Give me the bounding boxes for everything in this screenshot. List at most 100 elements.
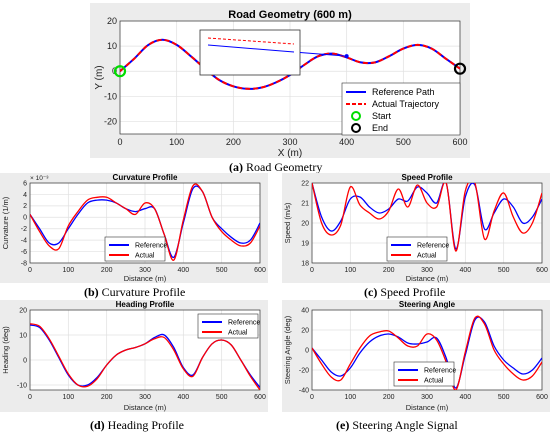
y-axis-label: Y (m) [94,65,105,89]
y-tick-label: 20 [301,327,309,334]
x-tick-label: 200 [383,394,395,401]
x-tick-label: 300 [139,394,151,401]
x-tick-label: 100 [62,394,74,401]
y-tick-label: 6 [23,180,27,187]
series-line-actual [30,183,260,261]
x-tick-label: 500 [216,394,228,401]
legend-label: Reference [424,367,456,374]
legend: Reference Actual [197,313,260,339]
marker-start [113,65,127,78]
legend: Reference Actual [386,236,449,262]
y-tick-label: 0 [23,215,27,222]
x-axis-label: Distance (m) [406,274,449,283]
y-tick-label: 20 [301,220,309,227]
y-tick-label: 22 [301,180,309,187]
caption-speed: (c) Speed Profile [364,285,446,299]
legend-box [393,361,455,387]
y-tick-label: 21 [301,200,309,207]
legend-label: Actual [135,252,155,259]
axes-frame [311,182,543,264]
y-tick-label: 0 [305,347,309,354]
chart-title: Road Geometry (600 m) [228,9,352,21]
x-tick-label: 0 [28,267,32,274]
legend-label: Reference [417,242,449,249]
steering-panel: 0 100 200 300 400 500 600 -40 -20 0 20 40 Steering A… [282,300,550,412]
legend-marker [351,111,361,121]
x-tick-label: 300 [421,267,433,274]
y-tick-label: 10 [107,41,117,51]
steering-chart: 0 100 200 300 400 500 600 -40 -20 0 20 40 Steering A… [282,300,550,412]
x-tick-label: 400 [177,394,189,401]
y-tick-label: -20 [299,367,309,374]
chart-title: Speed Profile [401,173,453,182]
x-axis-label: X (m) [278,148,302,158]
x-tick-label: 600 [452,137,467,147]
speed-panel: 0 100 200 300 400 500 600 18 19 20 21 22 Speed Profi… [282,173,550,283]
x-tick-label: 400 [339,137,354,147]
y-tick-label: 0 [23,357,27,364]
x-tick-label: 200 [226,137,241,147]
y-tick-label: 40 [301,307,309,314]
y-axis-label: Curvature (1/m) [1,196,10,249]
axes-frame [29,182,261,264]
axes-frame [119,20,461,135]
y-tick-label: 2 [23,203,27,210]
legend-marker [351,123,361,133]
legend-label: Actual [424,377,444,384]
x-tick-label: 300 [282,137,297,147]
x-tick-label: 500 [216,267,228,274]
legend-label: Actual [417,252,437,259]
y-tick-label: 20 [107,16,117,26]
legend: Reference Actual [104,236,167,262]
marker-end [453,62,467,75]
y-tick-label: -8 [21,260,27,267]
legend-box [197,313,259,339]
x-tick-label: 600 [536,394,548,401]
inset-pointer-dot [344,54,349,59]
legend-label: Reference [135,242,167,249]
y-tick-label: -10 [17,382,27,389]
x-tick-label: 100 [169,137,184,147]
x-tick-label: 0 [310,267,314,274]
x-tick-label: 200 [383,267,395,274]
inset-frame [199,29,301,76]
x-tick-label: 200 [101,394,113,401]
x-axis-label: Distance (m) [124,274,167,283]
legend-label: Reference [228,319,260,326]
inset-zoom [199,29,349,76]
y-axis-label: Speed (m/s) [283,202,292,243]
legend-label: Start [372,111,392,121]
curvature-chart: 0 100 200 300 400 500 600 -8 -6 -4 -2 0 2 4 6 Curvature… [0,173,268,283]
x-tick-label: 0 [310,394,314,401]
x-tick-label: 500 [498,394,510,401]
y-tick-label: 19 [301,240,309,247]
x-tick-label: 0 [28,394,32,401]
y-tick-label: 20 [19,307,27,314]
y-tick-label: -2 [21,226,27,233]
x-tick-label: 100 [344,394,356,401]
x-tick-label: 300 [139,267,151,274]
x-tick-label: 500 [498,267,510,274]
curvature-panel: 0 100 200 300 400 500 600 -8 -6 -4 -2 0 2 4 6 Curvature… [0,173,268,283]
y-tick-label: -10 [104,91,117,101]
y-tick-label: 18 [301,260,309,267]
x-tick-label: 100 [62,267,74,274]
series-line-reference [30,185,260,258]
legend-label: Actual [228,329,248,336]
x-tick-label: 500 [396,137,411,147]
road-geometry-panel: 0 100 200 300 400 500 600 -20 -10 0 10 20 Road Geome… [90,3,470,159]
inset-reference-line [207,44,295,53]
caption-road-geometry: (a) Road Geometry [229,160,323,174]
legend-box [104,236,166,262]
heading-panel: 0 100 200 300 400 500 600 -10 0 10 20 Heading Profi… [0,300,268,412]
y-axis-exponent: × 10⁻³ [30,175,49,182]
legend-label: End [372,123,388,133]
x-tick-label: 400 [177,267,189,274]
legend-label: Reference Path [372,87,435,97]
series-line-actual [312,183,542,252]
chart-title: Steering Angle [399,300,456,309]
legend-box [386,236,448,262]
y-axis-label: Steering Angle (deg) [283,315,292,384]
speed-chart: 0 100 200 300 400 500 600 18 19 20 21 22 Speed Profi… [282,173,550,283]
